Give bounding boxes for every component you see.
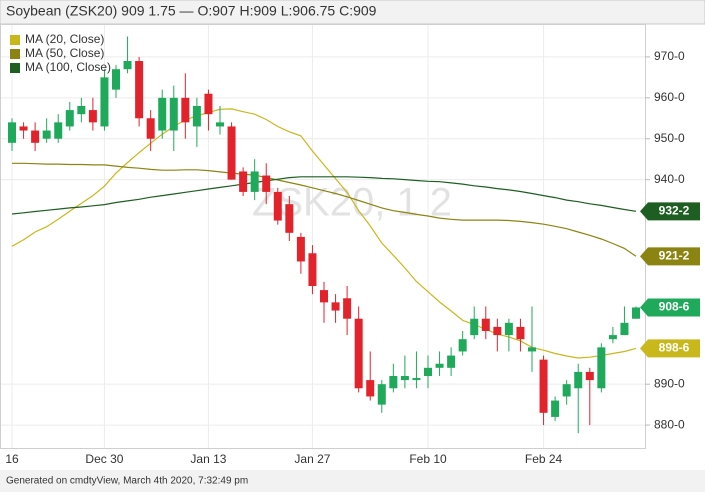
price-badge-label: 898-6 (659, 341, 690, 355)
candle-body (42, 130, 51, 139)
candle-body (112, 69, 120, 90)
y-tick-label: 940-0 (654, 172, 685, 186)
candle-body (88, 110, 97, 123)
y-tick-label: 970-0 (654, 49, 685, 63)
candle-body (562, 384, 571, 397)
candle-body (285, 204, 294, 233)
ma-line (12, 162, 637, 257)
y-tick-label: 890-0 (654, 376, 685, 390)
candle-body (19, 126, 28, 131)
legend-label: MA (100, Close) (25, 60, 111, 74)
candle-body (493, 326, 502, 336)
candle-body (597, 347, 606, 389)
candle-body (366, 380, 375, 397)
candle-body (169, 97, 178, 131)
candle-body (389, 376, 398, 389)
candle-body (296, 236, 305, 262)
candle-body (435, 363, 444, 368)
price-badge (640, 298, 700, 317)
candle-body (620, 322, 629, 336)
candle-body (574, 371, 583, 389)
candle-body (146, 118, 155, 139)
legend-swatch (10, 49, 20, 59)
candle-body (377, 384, 386, 405)
candle-body (481, 318, 490, 331)
candle-body (516, 326, 525, 340)
candle-body (551, 400, 560, 417)
candle-body (54, 122, 63, 139)
price-badge (640, 202, 700, 221)
candle-body (632, 307, 640, 319)
candle-body (239, 171, 248, 192)
candle-body (77, 106, 86, 115)
candle-body (320, 290, 328, 303)
candle-body (308, 253, 317, 286)
candle-body (424, 367, 432, 376)
y-tick-label: 960-0 (654, 90, 685, 104)
candle-body (262, 175, 271, 192)
candle-body (458, 339, 467, 352)
price-badge (640, 247, 700, 266)
candle-body (135, 61, 144, 119)
watermark: ZSK20, 1 2 (252, 181, 452, 225)
candle-body (585, 371, 594, 381)
candle-body (227, 126, 236, 180)
price-badge-label: 921-2 (659, 249, 690, 263)
candle-body (216, 122, 224, 127)
plot-area (0, 24, 646, 449)
candle-body (204, 93, 213, 115)
price-badge (640, 339, 700, 358)
candle-body (158, 97, 167, 131)
x-tick-label: 16 (5, 452, 19, 466)
x-tick-label: Jan 13 (190, 452, 226, 466)
candle-body (192, 106, 201, 127)
candle-body (181, 97, 190, 123)
candle-body (354, 318, 363, 389)
candle-body (8, 122, 16, 143)
candle-body (400, 376, 409, 381)
candle-body (65, 110, 74, 127)
legend-swatch (10, 35, 20, 45)
x-tick-label: Dec 30 (85, 452, 123, 466)
x-tick-label: Feb 24 (525, 452, 563, 466)
candle-body (331, 302, 340, 311)
candle-body (31, 130, 40, 143)
footer: Generated on cmdtyView, March 4th 2020, … (6, 476, 248, 487)
candle-body (447, 355, 456, 368)
ma-line (11, 176, 637, 215)
candle-body (250, 171, 259, 192)
candle-body (343, 298, 352, 319)
x-tick-label: Feb 10 (409, 452, 447, 466)
candle-body (470, 318, 479, 336)
y-tick-label: 880-0 (654, 417, 685, 431)
price-badge-label: 908-6 (659, 300, 690, 314)
candle-body (100, 77, 109, 127)
footer-bar (0, 470, 705, 492)
candle-body (528, 347, 536, 352)
legend-label: MA (50, Close) (25, 46, 104, 60)
candle-body (273, 191, 282, 221)
x-tick-label: Jan 27 (294, 452, 330, 466)
candle-body (504, 322, 513, 336)
chart-title: Soybean (ZSK20) 909 1.75 — O:907 H:909 L… (6, 3, 377, 19)
candle-body (539, 359, 548, 413)
price-badge-label: 932-2 (659, 204, 690, 218)
candle-body (123, 61, 132, 70)
legend-label: MA (20, Close) (25, 32, 104, 46)
candle-body (608, 335, 617, 340)
candle-body (412, 378, 421, 381)
y-tick-label: 950-0 (654, 131, 685, 145)
legend-swatch (10, 63, 20, 73)
